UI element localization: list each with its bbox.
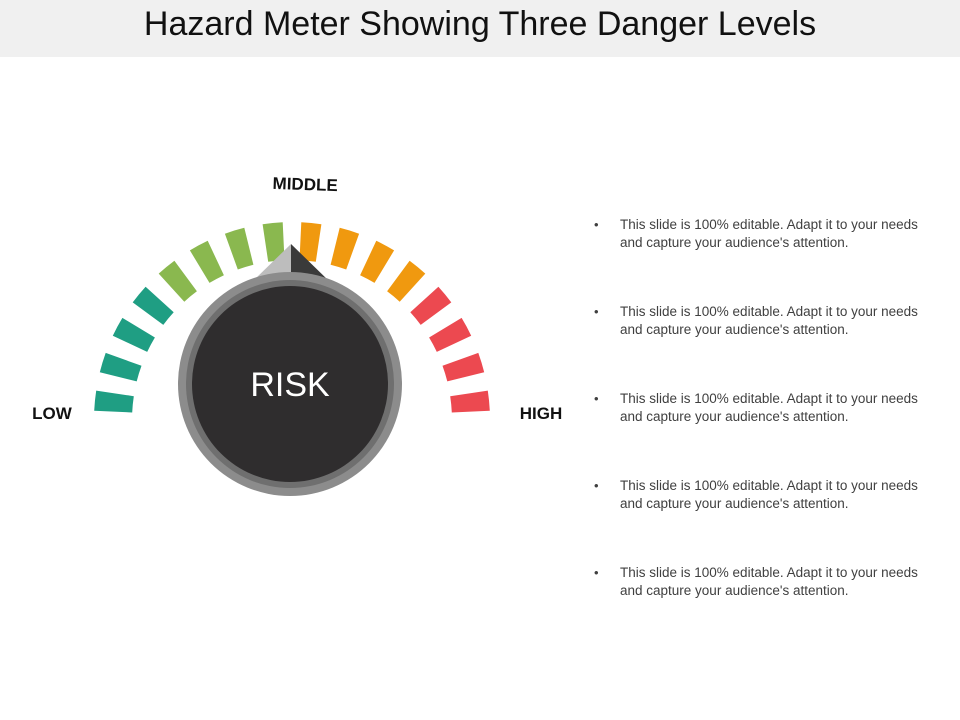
meter-segment-middle-low [224, 227, 254, 270]
meter-segment-middle-low [189, 240, 224, 283]
bullet-item: • This slide is 100% editable. Adapt it … [594, 216, 934, 303]
meter-segment-middle-high [387, 260, 426, 302]
meter-segment-high [429, 317, 472, 352]
meter-segment-middle-low [158, 260, 197, 302]
meter-segment-low [112, 317, 155, 352]
bullet-item: • This slide is 100% editable. Adapt it … [594, 564, 934, 651]
middle-label: MIDDLE [272, 174, 338, 195]
meter-segment-low [132, 286, 174, 325]
meter-segment-low [99, 352, 142, 382]
bullet-text: This slide is 100% editable. Adapt it to… [620, 217, 918, 250]
pointer-right-face [291, 244, 330, 282]
bullet-text: This slide is 100% editable. Adapt it to… [620, 565, 918, 598]
slide-title: Hazard Meter Showing Three Danger Levels [143, 5, 817, 43]
high-label: HIGH [520, 404, 563, 423]
meter-segment-middle-high [299, 222, 322, 262]
title-bar [0, 0, 960, 57]
bullet-text: This slide is 100% editable. Adapt it to… [620, 304, 918, 337]
meter-segments [94, 222, 490, 413]
bullet-item: • This slide is 100% editable. Adapt it … [594, 303, 934, 390]
low-label: LOW [32, 404, 73, 423]
bullet-item: • This slide is 100% editable. Adapt it … [594, 390, 934, 477]
meter-segment-middle-high [360, 240, 395, 283]
meter-segment-high [410, 286, 452, 325]
meter-segment-middle-high [330, 227, 360, 270]
meter-segment-high [442, 352, 485, 382]
bullet-dot: • [594, 304, 599, 319]
bullet-dot: • [594, 565, 599, 580]
risk-label: RISK [250, 366, 330, 404]
bullet-text: This slide is 100% editable. Adapt it to… [620, 391, 918, 424]
meter-segment-high [450, 390, 490, 413]
meter-segment-middle-low [262, 222, 285, 262]
bullet-list: • This slide is 100% editable. Adapt it … [594, 216, 934, 651]
bullet-dot: • [594, 478, 599, 493]
hazard-meter: RISK LOW MIDDLE HIGH [32, 174, 563, 496]
bullet-text: This slide is 100% editable. Adapt it to… [620, 478, 918, 511]
bullet-item: • This slide is 100% editable. Adapt it … [594, 477, 934, 564]
dial-knob [192, 286, 388, 482]
bullet-dot: • [594, 391, 599, 406]
meter-segment-low [94, 390, 134, 413]
bullet-dot: • [594, 217, 599, 232]
